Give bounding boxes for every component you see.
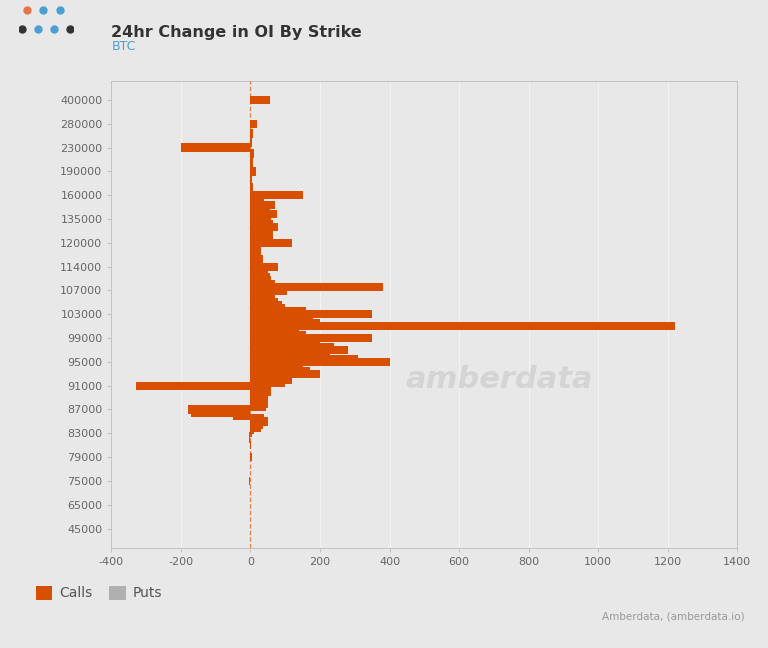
Bar [249, 477, 250, 485]
Bar [250, 183, 253, 192]
Bar [250, 402, 266, 411]
Bar [250, 136, 251, 145]
Bar [250, 292, 271, 301]
Bar [250, 423, 261, 432]
Bar [250, 283, 382, 291]
Text: BTC: BTC [111, 40, 136, 53]
Bar [250, 373, 289, 381]
Bar [250, 340, 320, 348]
Bar [250, 364, 303, 372]
Bar [250, 376, 292, 384]
Bar [250, 367, 310, 375]
Bar [250, 369, 320, 378]
Bar [250, 313, 310, 321]
Text: 24hr Change in OI By Strike: 24hr Change in OI By Strike [111, 25, 362, 40]
Bar [250, 453, 252, 461]
Bar [250, 167, 256, 176]
Bar [250, 384, 270, 393]
Bar [250, 175, 252, 183]
Bar [250, 420, 263, 428]
Bar [250, 196, 264, 204]
Bar [250, 270, 268, 277]
Bar [250, 354, 358, 363]
Bar [250, 286, 287, 295]
Bar [250, 134, 252, 143]
Bar [250, 213, 271, 222]
Bar [181, 143, 250, 152]
Bar [250, 179, 252, 187]
Bar [249, 435, 250, 443]
Bar [250, 391, 267, 399]
Bar [250, 298, 278, 307]
Bar [250, 289, 270, 297]
Bar [250, 349, 323, 357]
Bar [250, 276, 271, 284]
Bar [250, 343, 334, 351]
Text: Amberdata, (amberdata.io): Amberdata, (amberdata.io) [602, 612, 745, 622]
Bar [250, 337, 313, 345]
Bar [250, 266, 266, 274]
Bar [250, 139, 252, 147]
Bar [250, 156, 253, 164]
Bar [250, 393, 268, 402]
Bar [188, 406, 250, 413]
Bar [250, 325, 296, 333]
Bar [250, 238, 292, 247]
Bar [250, 223, 278, 231]
Bar [250, 235, 268, 244]
Bar [250, 388, 271, 396]
Bar [250, 328, 299, 336]
Bar [250, 150, 254, 157]
Bar [250, 231, 273, 239]
Bar [136, 382, 250, 390]
Bar [250, 316, 313, 325]
Bar [250, 161, 253, 170]
Bar [250, 331, 306, 340]
Bar [250, 191, 303, 200]
Bar [250, 429, 252, 437]
Bar [250, 96, 270, 104]
Bar [250, 414, 264, 422]
Bar [250, 417, 268, 426]
Bar [250, 307, 306, 316]
Bar [250, 210, 276, 218]
Bar [250, 295, 275, 303]
Bar [250, 273, 270, 281]
Bar [250, 129, 253, 137]
Bar [250, 279, 275, 288]
Bar [250, 334, 372, 342]
Bar [250, 352, 330, 360]
Bar [250, 301, 282, 310]
Bar [250, 201, 275, 209]
Bar [250, 220, 273, 228]
Bar [250, 399, 268, 408]
Bar [250, 262, 278, 271]
Bar [250, 215, 270, 223]
Bar [250, 247, 261, 255]
Bar [250, 361, 299, 369]
Text: amberdata: amberdata [406, 365, 593, 394]
Bar [250, 322, 674, 330]
Bar [250, 255, 263, 263]
Bar [191, 408, 250, 417]
Legend: Calls, Puts: Calls, Puts [30, 580, 167, 606]
Bar [250, 251, 259, 259]
Bar [250, 397, 267, 405]
Bar [250, 358, 389, 366]
Bar [249, 432, 250, 441]
Bar [250, 205, 270, 214]
Bar [250, 284, 282, 293]
Bar [250, 378, 285, 387]
Bar [250, 165, 252, 172]
Bar [250, 187, 253, 196]
Bar [250, 319, 320, 327]
Bar [250, 346, 348, 354]
Bar [250, 120, 257, 128]
Bar [250, 226, 270, 235]
Bar [250, 304, 285, 312]
Bar [233, 411, 250, 420]
Bar [250, 426, 254, 435]
Bar [250, 310, 372, 318]
